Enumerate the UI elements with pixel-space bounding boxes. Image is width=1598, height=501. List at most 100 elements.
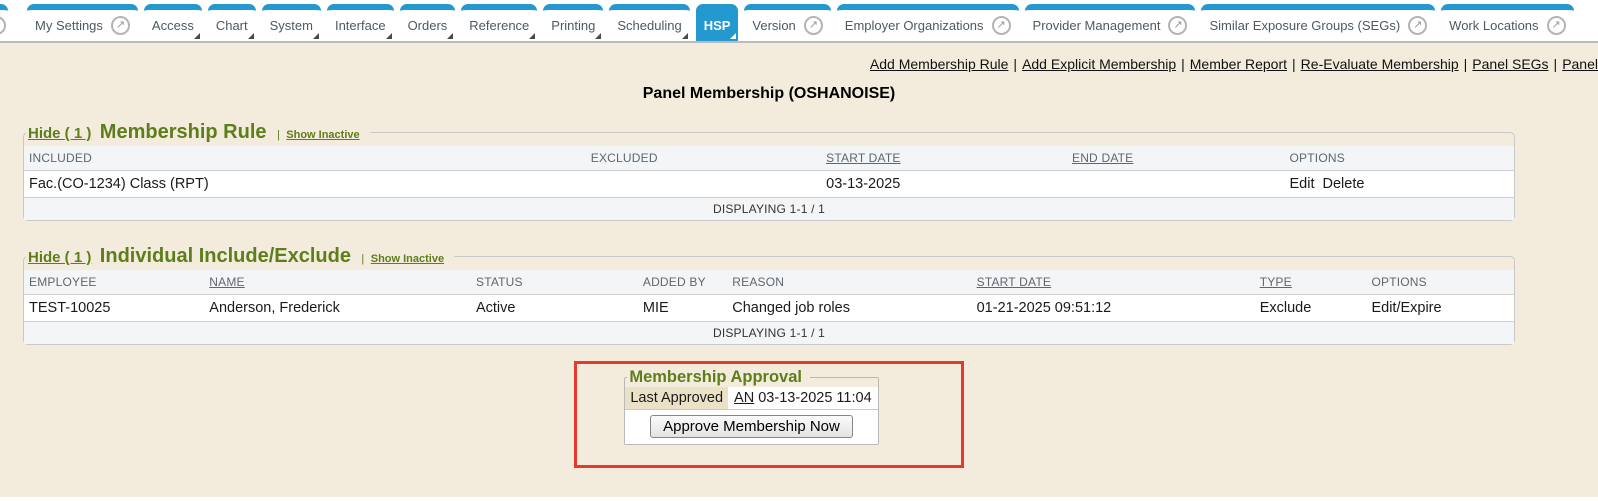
column-header-type[interactable]: TYPE [1254,270,1367,295]
separator: | [1463,56,1468,72]
table-row: TEST-10025 Anderson, Frederick Active MI… [24,294,1514,322]
action-link-add-membership-rule[interactable]: Add Membership Rule [869,56,1009,72]
external-link-icon[interactable]: ↗ [991,16,1011,35]
edit-expire-link[interactable]: Edit/Expire [1371,300,1442,316]
tab-orders[interactable]: Orders [399,4,456,41]
approver-link[interactable]: AN [734,390,755,406]
show-inactive-link[interactable]: Show Inactive [370,253,445,265]
tab-label: My Settings [35,18,103,33]
delete-link[interactable]: Delete [1322,176,1365,192]
external-link-icon[interactable]: ↗ [1168,16,1188,35]
table-row: Fac.(CO-1234) Class (RPT) 03-13-2025 Edi… [24,170,1514,198]
tab-label: Orders [407,18,448,33]
tab-label: Access [151,18,194,33]
individual-include-exclude-title: Individual Include/Exclude [99,245,351,267]
separator: | [361,253,365,265]
dropdown-indicator-icon [730,33,737,39]
dropdown-indicator-icon [595,33,602,39]
cell-start-date: 01-21-2025 09:51:12 [971,294,1255,322]
cell-status: Active [470,294,638,322]
membership-approval-area: Membership Approval Last Approved AN 03-… [23,361,1515,468]
tab-version[interactable]: Version ↗ [744,4,831,41]
individual-include-exclude-section: Hide ( 1 ) Individual Include/Exclude | … [23,245,1515,345]
column-header-options: OPTIONS [1284,146,1514,171]
external-link-icon[interactable]: ↗ [803,16,823,35]
last-approved-label: Last Approved [625,387,729,409]
membership-approval-title: Membership Approval [629,368,802,386]
tab-label: Printing [551,18,596,33]
tab-provider-management[interactable]: Provider Management ↗ [1024,4,1196,41]
tab-scheduling[interactable]: Scheduling [609,4,690,41]
individual-include-exclude-table: EMPLOYEE NAME STATUS ADDED BY REASON STA… [24,270,1514,344]
tab-reference[interactable]: Reference [461,4,538,41]
dropdown-indicator-icon [447,33,454,39]
tab-similar-exposure-groups[interactable]: Similar Exposure Groups (SEGs) ↗ [1201,4,1436,41]
action-link-member-report[interactable]: Member Report [1189,56,1288,72]
displaying-count: DISPLAYING 1-1 / 1 [24,197,1514,220]
action-link-add-explicit-membership[interactable]: Add Explicit Membership [1022,56,1177,72]
approve-membership-now-button[interactable]: Approve Membership Now [650,415,853,438]
external-link-icon: ↗ [0,16,6,35]
external-link-icon[interactable]: ↗ [1546,16,1566,35]
membership-rule-section: Hide ( 1 ) Membership Rule | Show Inacti… [23,121,1515,221]
tab-label: Employer Organizations [844,18,984,33]
hide-membership-rule-link[interactable]: Hide ( 1 ) [28,125,92,142]
last-approved-row: Last Approved AN 03-13-2025 11:04 [625,387,878,410]
approved-datetime: 03-13-2025 11:04 [758,390,872,406]
tab-label: Reference [469,18,530,33]
dropdown-indicator-icon [193,33,200,39]
membership-rule-table: INCLUDED EXCLUDED START DATE END DATE OP… [24,146,1514,220]
cell-options: Edit/Expire [1366,294,1514,322]
tab-hsp[interactable]: HSP [695,4,739,41]
tab-label: Similar Exposure Groups (SEGs) [1209,18,1401,33]
separator: | [1181,56,1185,72]
tab-label: Provider Management [1032,18,1161,33]
edit-link[interactable]: Edit [1289,176,1315,192]
tab-partial-left[interactable]: ↗ [0,4,8,41]
last-approved-value: AN 03-13-2025 11:04 [728,387,878,409]
separator: | [1013,56,1018,72]
column-header-name[interactable]: NAME [204,270,471,295]
column-header-added-by: ADDED BY [637,270,728,295]
tab-interface[interactable]: Interface [326,4,394,41]
hide-individual-link[interactable]: Hide ( 1 ) [28,249,92,266]
tab-label: Work Locations [1449,18,1539,33]
bottom-strip [0,497,1598,501]
tab-printing[interactable]: Printing [543,4,604,41]
column-header-end-date[interactable]: END DATE [1066,146,1285,171]
column-header-options: OPTIONS [1366,270,1514,295]
approve-button-row: Approve Membership Now [625,410,878,444]
page-title: Panel Membership (OSHANOISE) [642,85,896,102]
tab-employer-organizations[interactable]: Employer Organizations ↗ [836,4,1019,41]
column-header-excluded: EXCLUDED [585,146,822,171]
separator: | [1292,56,1296,72]
column-header-start-date[interactable]: START DATE [821,146,1067,171]
external-link-icon[interactable]: ↗ [1408,16,1428,35]
action-link-panel-truncated[interactable]: Panel [1562,56,1598,72]
cell-included: Fac.(CO-1234) Class (RPT) [24,170,586,198]
top-tab-bar: ↗ My Settings ↗ Access Chart System Inte… [0,0,1598,43]
tab-label: Chart [215,18,248,33]
action-link-re-evaluate-membership[interactable]: Re-Evaluate Membership [1300,56,1459,72]
cell-name: Anderson, Frederick [204,294,471,322]
dropdown-indicator-icon [247,33,254,39]
cell-options: Edit Delete [1284,170,1514,198]
membership-approval-panel: Membership Approval Last Approved AN 03-… [624,368,879,445]
column-header-start-date[interactable]: START DATE [971,270,1255,295]
dropdown-indicator-icon [385,33,392,39]
show-inactive-link[interactable]: Show Inactive [286,129,360,141]
dropdown-indicator-icon [312,33,319,39]
tab-my-settings[interactable]: My Settings ↗ [27,4,138,41]
tab-work-locations[interactable]: Work Locations ↗ [1441,4,1574,41]
column-header-employee: EMPLOYEE [24,270,205,295]
displaying-count: DISPLAYING 1-1 / 1 [24,321,1514,344]
tab-chart[interactable]: Chart [207,4,256,41]
cell-employee: TEST-10025 [24,294,205,322]
action-link-panel-segs[interactable]: Panel SEGs [1472,56,1549,72]
cell-reason: Changed job roles [727,294,972,322]
tab-access[interactable]: Access [143,4,202,41]
cell-type: Exclude [1254,294,1367,322]
external-link-icon[interactable]: ↗ [110,16,130,35]
separator: | [1553,56,1558,72]
tab-system[interactable]: System [261,4,321,41]
